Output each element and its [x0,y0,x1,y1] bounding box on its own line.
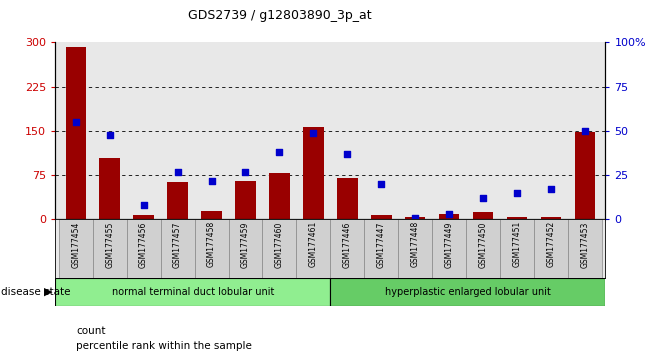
Point [240,169,251,175]
Bar [575,132,595,219]
Text: GSM177458: GSM177458 [207,221,216,268]
Bar [365,219,398,278]
Bar [473,212,493,219]
Point [173,169,183,175]
Point [444,211,454,217]
Bar [92,219,127,278]
Bar [229,219,262,278]
Bar [66,47,86,219]
Text: count: count [76,326,105,336]
Bar [534,219,568,278]
Point [308,130,318,136]
Point [410,215,421,221]
Text: GSM177447: GSM177447 [377,221,386,268]
Point [70,119,81,125]
Bar [133,215,154,219]
Bar [55,278,330,306]
Bar [405,217,426,219]
Bar [127,219,161,278]
Point [206,178,217,183]
Point [274,149,284,155]
Bar [235,181,256,219]
Point [580,128,590,134]
Point [104,132,115,137]
Bar [161,219,195,278]
Text: GSM177453: GSM177453 [581,221,590,268]
Point [478,195,488,201]
Text: GSM177452: GSM177452 [547,221,555,268]
Point [512,190,522,196]
Bar [296,219,330,278]
Bar [466,219,500,278]
Point [139,202,149,208]
Bar [262,219,296,278]
Text: GSM177446: GSM177446 [343,221,352,268]
Bar [507,217,527,219]
Bar [330,278,605,306]
Text: GSM177457: GSM177457 [173,221,182,268]
Text: GSM177459: GSM177459 [241,221,250,268]
Bar [167,182,187,219]
Text: normal terminal duct lobular unit: normal terminal duct lobular unit [112,287,274,297]
Bar [270,173,290,219]
Bar [330,219,365,278]
Text: GSM177448: GSM177448 [411,221,420,268]
Text: GSM177455: GSM177455 [105,221,114,268]
Bar [100,158,120,219]
Text: GSM177451: GSM177451 [512,221,521,268]
Point [376,181,387,187]
Text: ▶: ▶ [44,287,52,297]
Bar [195,219,229,278]
Text: GSM177460: GSM177460 [275,221,284,268]
Text: disease state: disease state [1,287,70,297]
Text: hyperplastic enlarged lobular unit: hyperplastic enlarged lobular unit [385,287,551,297]
Point [546,187,557,192]
Bar [59,219,92,278]
Bar [398,219,432,278]
Bar [337,178,357,219]
Bar [201,211,222,219]
Bar [439,213,460,219]
Point [342,151,353,157]
Text: GDS2739 / g12803890_3p_at: GDS2739 / g12803890_3p_at [188,9,372,22]
Bar [500,219,534,278]
Bar [541,217,561,219]
Bar [371,215,391,219]
Text: GSM177461: GSM177461 [309,221,318,268]
Bar [568,219,602,278]
Bar [303,127,324,219]
Text: GSM177456: GSM177456 [139,221,148,268]
Text: GSM177450: GSM177450 [478,221,488,268]
Text: percentile rank within the sample: percentile rank within the sample [76,341,252,351]
Bar [432,219,466,278]
Text: GSM177449: GSM177449 [445,221,454,268]
Text: GSM177454: GSM177454 [71,221,80,268]
